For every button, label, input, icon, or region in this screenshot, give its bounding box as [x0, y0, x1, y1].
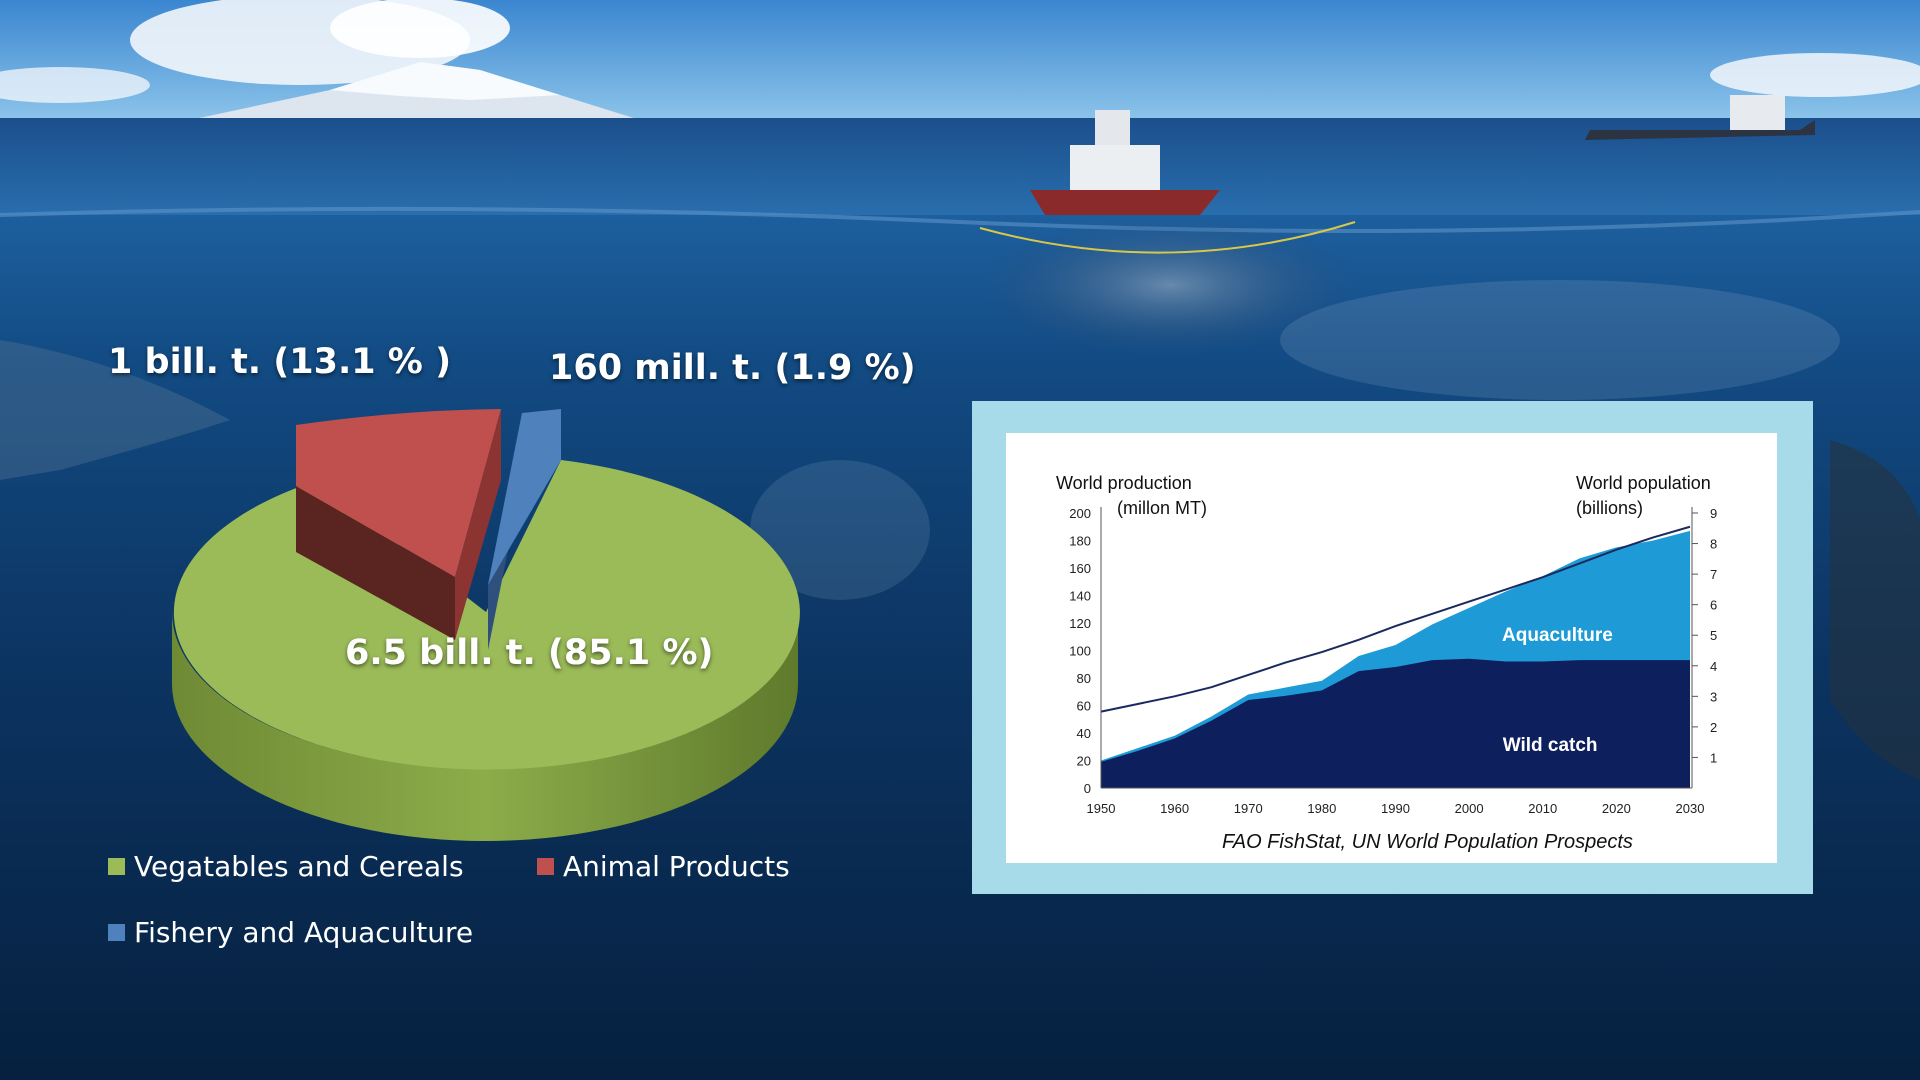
- pie-slice-fishery: [488, 409, 561, 585]
- legend-label-vegetables: Vegatables and Cereals: [134, 850, 464, 883]
- left-tick-label: 80: [1077, 671, 1091, 686]
- wild-catch-area: [1101, 658, 1690, 788]
- production-chart-panel: World production (millon MT) World popul…: [972, 401, 1813, 894]
- right-axis-title-line2: (billions): [1576, 498, 1644, 518]
- legend-swatch-green: [108, 858, 125, 875]
- chart-source: FAO FishStat, UN World Population Prospe…: [1222, 831, 1633, 853]
- pie-label-vegetables: 6.5 bill. t. (85.1 %): [345, 633, 714, 673]
- left-tick-label: 40: [1077, 726, 1091, 741]
- x-tick-label: 2000: [1455, 801, 1484, 816]
- legend-item-vegetables: Vegatables and Cereals: [108, 850, 464, 883]
- right-axis-title-line1: World population: [1576, 473, 1711, 493]
- legend-item-animal: Animal Products: [537, 850, 790, 883]
- production-chart: World production (millon MT) World popul…: [1006, 433, 1777, 863]
- right-tick-label: 6: [1710, 598, 1717, 613]
- x-tick-label: 1970: [1234, 801, 1263, 816]
- legend-label-fishery: Fishery and Aquaculture: [134, 916, 474, 949]
- right-tick-label: 1: [1710, 750, 1717, 765]
- left-tick-label: 200: [1069, 506, 1091, 521]
- pie-label-fishery: 160 mill. t. (1.9 %): [549, 348, 916, 388]
- x-tick-label: 1990: [1381, 801, 1410, 816]
- left-tick-label: 160: [1069, 561, 1091, 576]
- right-tick-label: 4: [1710, 659, 1717, 674]
- legend-label-animal: Animal Products: [563, 850, 790, 883]
- pie-slice-animal-side: [296, 486, 455, 640]
- left-tick-label: 20: [1077, 754, 1091, 769]
- left-tick-label: 120: [1069, 616, 1091, 631]
- pie-label-animal: 1 bill. t. (13.1 % ): [108, 342, 452, 382]
- x-tick-label: 1960: [1160, 801, 1189, 816]
- right-tick-label: 7: [1710, 567, 1717, 582]
- left-tick-label: 180: [1069, 534, 1091, 549]
- wild-catch-series-label: Wild catch: [1503, 735, 1598, 756]
- production-chart-svg: 0 20 40 60 80 100 120 140 160 180 200 1 2 3 4 5 6 7 8 9 1950…: [1069, 506, 1717, 816]
- x-tick-label: 2010: [1528, 801, 1557, 816]
- left-tick-label: 140: [1069, 589, 1091, 604]
- aquaculture-series-label: Aquaculture: [1502, 625, 1613, 646]
- pie-slice-animal-front: [455, 409, 501, 640]
- x-tick-label: 2020: [1602, 801, 1631, 816]
- left-tick-label: 100: [1069, 644, 1091, 659]
- pie-chart: [172, 409, 800, 841]
- left-tick-label: 0: [1084, 781, 1091, 796]
- right-tick-label: 5: [1710, 628, 1717, 643]
- x-tick-label: 2030: [1676, 801, 1705, 816]
- legend-swatch-blue: [108, 924, 125, 941]
- legend-item-fishery: Fishery and Aquaculture: [108, 916, 473, 949]
- x-tick-label: 1980: [1307, 801, 1336, 816]
- right-tick-label: 3: [1710, 689, 1717, 704]
- right-tick-label: 9: [1710, 506, 1717, 521]
- x-tick-label: 1950: [1087, 801, 1116, 816]
- right-tick-label: 2: [1710, 720, 1717, 735]
- population-line: [1100, 525, 1691, 713]
- right-tick-label: 8: [1710, 537, 1717, 552]
- pie-slice-animal: [296, 409, 501, 577]
- legend-swatch-red: [537, 858, 554, 875]
- left-axis-title-line2: (millon MT): [1117, 498, 1207, 518]
- left-tick-label: 60: [1077, 699, 1091, 714]
- pie-slice-vegetables-side: [172, 612, 798, 841]
- left-axis-title-line1: World production: [1056, 473, 1192, 493]
